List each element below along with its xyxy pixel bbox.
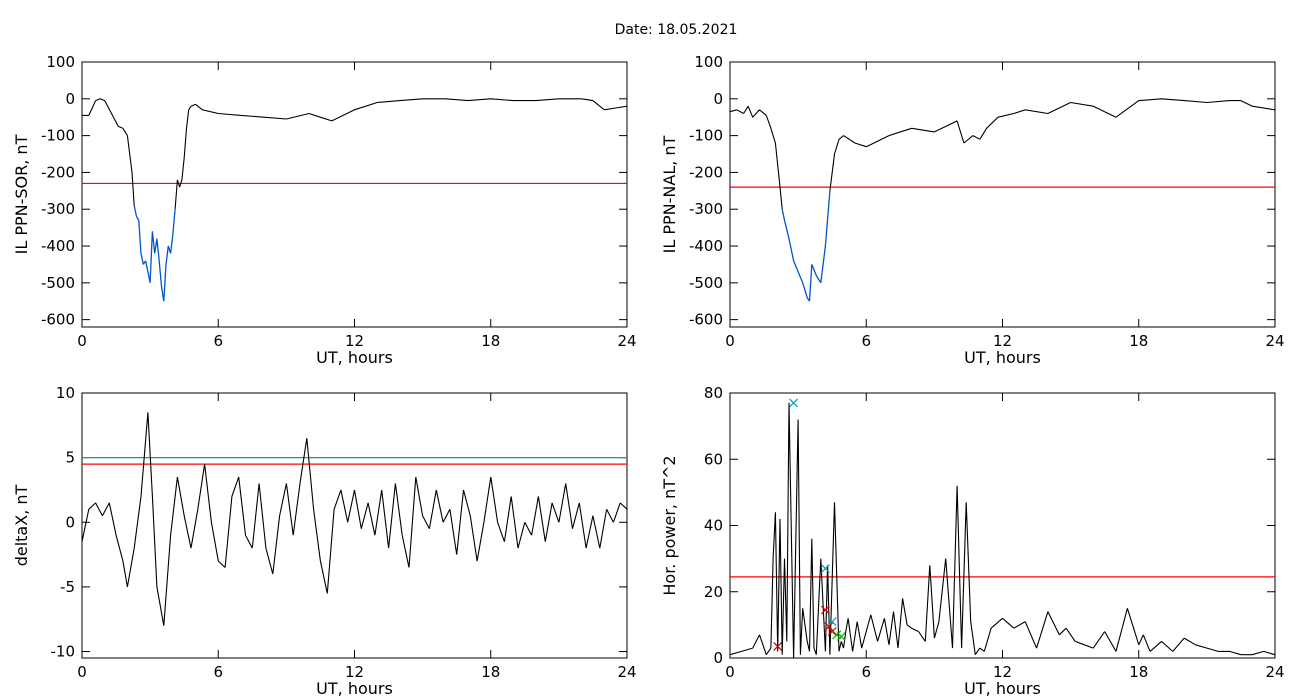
x-tick-label: 12	[993, 663, 1012, 681]
peak-marker	[832, 630, 842, 640]
plot-frame	[81, 61, 628, 328]
y-axis-label: IL PPN-SOR, nT	[12, 134, 31, 254]
x-tick-label: 6	[213, 663, 223, 681]
x-tick-label: 6	[861, 332, 871, 350]
y-tick-label: -500	[689, 274, 723, 292]
y-axis-label: Hor. power, nT^2	[660, 455, 679, 595]
x-tick-label: 0	[77, 332, 87, 350]
chart-date-title: Date: 18.05.2021	[615, 22, 738, 38]
plot-frame	[81, 392, 628, 659]
y-tick-label: 100	[694, 53, 723, 71]
x-tick-label: 18	[481, 663, 500, 681]
x-axis-label: UT, hours	[316, 348, 393, 367]
series-line	[81, 412, 628, 626]
x-tick-label: 18	[481, 332, 500, 350]
peak-marker	[827, 627, 837, 636]
y-tick-label: 10	[56, 384, 75, 402]
y-tick-label: -200	[41, 163, 75, 181]
y-tick-label: 0	[713, 90, 723, 108]
x-tick-label: 12	[993, 332, 1012, 350]
x-tick-label: 12	[345, 663, 364, 681]
series-line	[729, 98, 1276, 210]
x-tick-label: 24	[1265, 663, 1284, 681]
y-tick-label: -300	[689, 200, 723, 218]
series-line	[82, 98, 628, 210]
x-tick-label: 12	[345, 332, 364, 350]
x-axis-label: UT, hours	[316, 679, 393, 698]
x-tick-label: 6	[861, 663, 871, 681]
x-tick-label: 0	[77, 663, 87, 681]
y-tick-label: 60	[704, 450, 723, 468]
y-tick-label: -400	[41, 237, 75, 255]
x-tick-label: 24	[1265, 332, 1284, 350]
chart-panel-4: 80 60 40 20 00 6 12 18 24 UT, hours Hor. power, nT…	[660, 384, 1285, 698]
peak-marker	[836, 632, 846, 641]
x-axis-label: UT, hours	[964, 679, 1041, 698]
y-tick-label: -400	[689, 237, 723, 255]
peak-marker	[789, 398, 799, 408]
y-tick-label: -10	[51, 643, 76, 661]
y-tick-label: -200	[689, 163, 723, 181]
y-axis-label: IL PPN-NAL, nT	[660, 135, 679, 253]
y-tick-label: 40	[704, 517, 723, 535]
series-line-below-threshold	[781, 190, 831, 302]
x-tick-label: 0	[725, 332, 735, 350]
x-tick-label: 24	[617, 332, 636, 350]
y-tick-label: -300	[41, 200, 75, 218]
y-tick-label: -5	[60, 578, 75, 596]
x-tick-label: 6	[213, 332, 223, 350]
peak-marker	[824, 622, 834, 631]
y-tick-label: 20	[704, 583, 723, 601]
x-tick-label: 24	[617, 663, 636, 681]
y-axis-label: deltaX, nT	[12, 484, 31, 566]
y-tick-label: 0	[713, 649, 723, 667]
series-line	[729, 402, 1276, 659]
series-line-below-threshold	[133, 205, 176, 302]
y-tick-label: 80	[704, 384, 723, 402]
y-tick-label: 5	[65, 449, 75, 467]
y-tick-label: -500	[41, 274, 75, 292]
y-tick-label: -600	[41, 311, 75, 329]
plot-frame	[729, 392, 1276, 659]
peak-marker	[827, 617, 837, 626]
y-tick-label: -600	[689, 311, 723, 329]
x-axis-label: UT, hours	[964, 348, 1041, 367]
peak-marker	[820, 564, 830, 573]
peak-marker	[773, 641, 783, 651]
y-tick-label: -100	[41, 127, 75, 145]
x-tick-label: 18	[1129, 332, 1148, 350]
y-tick-label: 0	[65, 90, 75, 108]
y-tick-label: 0	[65, 513, 75, 531]
x-tick-label: 18	[1129, 663, 1148, 681]
x-tick-label: 0	[725, 663, 735, 681]
y-tick-label: 100	[46, 53, 75, 71]
y-tick-label: -100	[689, 127, 723, 145]
peak-marker	[820, 605, 830, 615]
